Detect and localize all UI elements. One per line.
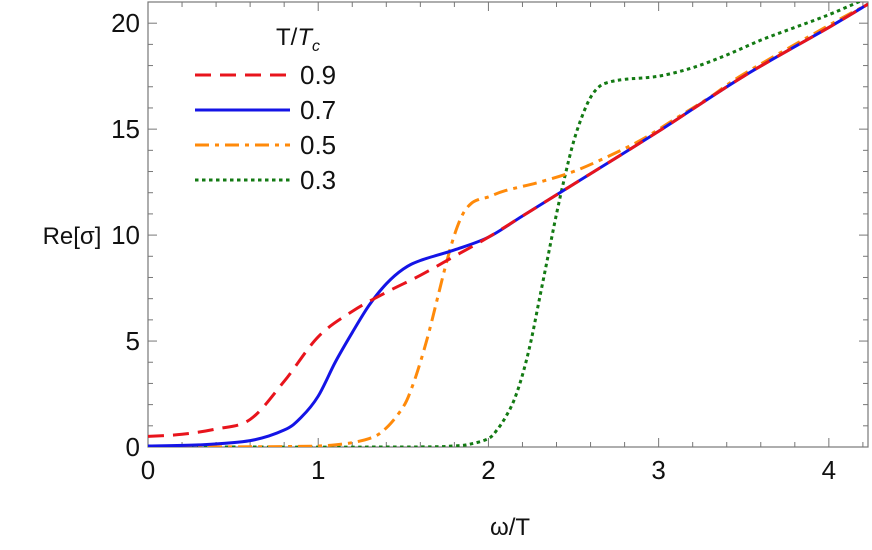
legend-label: 0.9 [300,60,336,90]
x-axis-label: ω/T [490,514,530,541]
legend-label: 0.3 [300,165,336,195]
legend: T/Tc 0.9 0.7 0.5 0.3 [195,24,336,195]
x-tick-label: 1 [311,455,325,485]
y-tick-label: 10 [111,220,140,250]
series-line-0.5 [148,2,868,447]
legend-label: 0.5 [300,130,336,160]
y-axis-label: Re[σ] [43,223,102,250]
legend-label: 0.7 [300,95,336,125]
x-tick-label: 2 [481,455,495,485]
series-line-0.9 [148,2,868,438]
x-tick-label: 3 [651,455,665,485]
y-tick-label: 0 [126,432,140,462]
y-tick-label: 20 [111,8,140,38]
y-tick-label: 5 [126,326,140,356]
series-line-0.7 [148,2,868,447]
x-tick-label: 0 [141,455,155,485]
x-tick-label: 4 [822,455,836,485]
plot-frame [147,1,869,448]
y-tick-label: 15 [111,114,140,144]
legend-title: T/Tc [276,24,320,55]
